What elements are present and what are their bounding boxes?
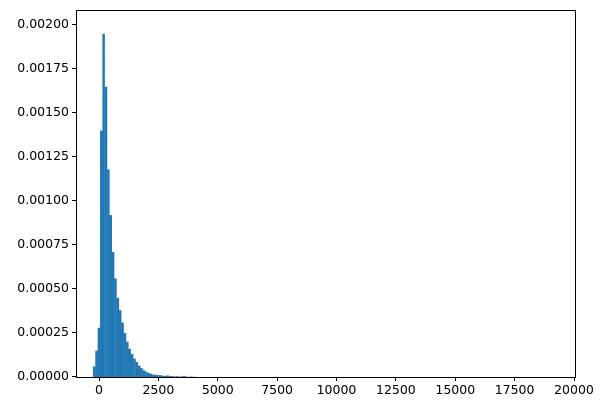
x-tick-mark — [217, 377, 219, 381]
y-tick-label: 0.00075 — [17, 236, 69, 251]
y-tick-label: 0.00100 — [17, 192, 69, 207]
x-tick-label: 10000 — [316, 382, 357, 397]
histogram-bar — [145, 371, 148, 377]
histogram-bar — [109, 215, 112, 377]
histogram-bar — [116, 297, 120, 377]
x-tick-label: 12500 — [376, 382, 416, 397]
x-tick-label: 20000 — [554, 382, 594, 397]
x-tick-mark — [276, 377, 278, 381]
y-tick-mark — [72, 331, 76, 333]
histogram-bar — [183, 375, 186, 377]
y-tick-label: 0.00050 — [17, 280, 69, 295]
histogram-bar — [152, 374, 155, 377]
histogram-bars — [92, 33, 196, 377]
y-tick-mark — [72, 23, 76, 25]
histogram-bar — [168, 376, 172, 377]
y-tick-label: 0.00150 — [17, 104, 69, 120]
x-tick-label: 5000 — [201, 382, 234, 397]
histogram-bar — [180, 376, 184, 377]
x-tick-mark — [395, 377, 397, 381]
histogram-bar — [138, 365, 141, 377]
histogram-bar — [107, 169, 110, 377]
plot-area — [76, 10, 576, 378]
histogram-bar — [102, 33, 105, 377]
x-tick-label: 17500 — [494, 382, 535, 397]
histogram-bar — [128, 348, 131, 377]
y-tick-mark — [72, 155, 76, 157]
y-tick-label: 0.00175 — [17, 60, 69, 76]
histogram-bar — [123, 333, 127, 377]
histogram-bar — [133, 358, 136, 377]
histogram-bar — [171, 375, 174, 377]
x-tick-mark — [336, 377, 337, 381]
histogram-bar — [173, 376, 177, 377]
histogram-bar — [157, 375, 160, 377]
x-tick-mark — [514, 377, 516, 381]
histogram-bar — [190, 376, 193, 377]
y-tick-mark — [72, 111, 76, 113]
y-tick-mark — [72, 287, 76, 289]
histogram-bar — [97, 327, 101, 377]
histogram-bar — [130, 354, 134, 377]
y-tick-label: 0.00025 — [17, 324, 69, 339]
y-tick-label: 0.00000 — [17, 368, 69, 383]
histogram-bar — [154, 374, 158, 377]
histogram-bar — [114, 278, 117, 377]
histogram-bar — [121, 322, 124, 377]
y-tick-mark — [72, 199, 76, 201]
y-tick-label: 0.00125 — [17, 148, 69, 163]
histogram-bar — [159, 375, 162, 377]
y-tick-mark — [72, 67, 76, 69]
histogram-bar — [140, 368, 143, 377]
histogram-bar — [161, 375, 165, 377]
x-tick-label: 0 — [95, 382, 103, 397]
histogram-bar — [135, 362, 139, 377]
x-tick-mark — [454, 377, 456, 381]
histogram-bar — [149, 373, 153, 377]
histogram-bar — [100, 130, 103, 377]
y-tick-label: 0.00200 — [17, 16, 69, 32]
histogram-bar — [92, 366, 96, 377]
histogram-bar — [126, 341, 129, 377]
histogram-bar — [119, 310, 122, 377]
x-tick-mark — [157, 377, 159, 381]
histogram-bar — [147, 372, 150, 377]
x-tick-label: 7500 — [261, 382, 293, 397]
histogram-bar — [164, 375, 167, 377]
y-tick-mark — [72, 243, 76, 245]
histogram-bar — [142, 370, 146, 377]
x-tick-mark — [98, 377, 100, 381]
histogram-bar — [95, 350, 98, 377]
histogram-bar — [111, 252, 115, 377]
x-tick-label: 15000 — [435, 382, 476, 397]
x-tick-label: 2500 — [142, 382, 175, 397]
histogram-bar — [176, 376, 179, 377]
histogram-bar — [166, 375, 169, 377]
histogram-bar — [104, 86, 108, 377]
y-tick-mark — [72, 375, 76, 377]
x-tick-mark — [573, 377, 575, 381]
